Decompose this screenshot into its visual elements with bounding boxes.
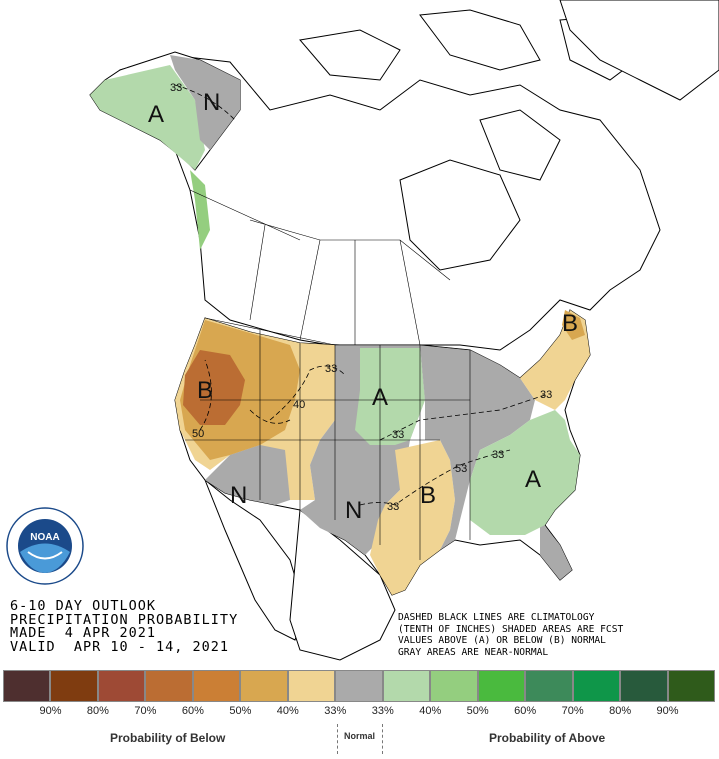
area-alaska-above [90, 65, 205, 170]
region-letter-northeast-below: B [562, 310, 578, 337]
legend-tick-label: 60% [181, 705, 204, 717]
legend-divider-right [382, 724, 383, 754]
legend-tick-label: 70% [561, 705, 584, 717]
notes-block: DASHED BLACK LINES ARE CLIMATOLOGY (TENT… [398, 612, 623, 658]
legend-swatch [145, 670, 193, 702]
title-line-1: 6-10 DAY OUTLOOK [10, 598, 157, 614]
contour-label: 53 [455, 463, 467, 475]
area-southeast-above [470, 410, 580, 535]
legend-tick-label: 33% [371, 705, 394, 717]
legend-below-label: Probability of Below [110, 731, 226, 745]
noaa-logo: NOAA [6, 507, 84, 585]
notes-line-1: DASHED BLACK LINES ARE CLIMATOLOGY [398, 612, 595, 623]
legend-normal-label: Normal [344, 731, 376, 741]
legend-swatch [667, 670, 716, 702]
legend-ticks: 90% 80% 70% 60% 50% 40% 33% 33% 40% 50% 60% 70% 80% 9… [3, 705, 715, 721]
legend-tick-label: 50% [466, 705, 489, 717]
legend-swatch [525, 670, 573, 702]
legend-swatch [3, 670, 51, 702]
boundaries [185, 189, 471, 560]
contour-label: 33 [387, 501, 399, 513]
legend-tick-label: 40% [419, 705, 442, 717]
area-southwest-normal [205, 445, 290, 505]
legend-tick-label: 40% [276, 705, 299, 717]
legend-swatch [192, 670, 241, 702]
legend-tick-label: 33% [324, 705, 347, 717]
region-letter-midwest-above: A [372, 384, 388, 411]
legend-swatch [287, 670, 336, 702]
outlook-map: 33 50 40 33 33 33 53 33 33 A N B N N A B… [6, 0, 719, 661]
contour-label: 33 [492, 449, 504, 461]
region-letters: A N B N N A B A B [148, 89, 578, 524]
legend-swatch [240, 670, 288, 702]
contour-label: 33 [392, 429, 404, 441]
legend-swatch [50, 670, 98, 702]
legend-divider-left [337, 724, 338, 754]
region-letter-alaska-normal: N [203, 89, 220, 116]
legend-tick-label: 80% [609, 705, 632, 717]
contour-labels: 33 50 40 33 33 33 53 33 33 [170, 82, 552, 513]
region-letter-west-below: B [197, 377, 213, 404]
shaded-forecast [90, 55, 590, 595]
area-midwest-above [355, 348, 425, 445]
region-letter-plains-normal: N [345, 497, 362, 524]
notes-line-2: (TENTH OF INCHES) SHADED AREAS ARE FCST [398, 623, 624, 635]
legend-above-label: Probability of Above [489, 731, 606, 745]
legend-tick-label: 80% [86, 705, 109, 717]
legend-swatch [572, 670, 621, 702]
title-line-4: VALID APR 10 - 14, 2021 [10, 638, 230, 655]
area-alaska-normal [170, 55, 240, 150]
legend-color-bar [3, 670, 716, 702]
noaa-logo-text: NOAA [30, 532, 59, 543]
legend-tick-label: 90% [39, 705, 62, 717]
notes-line-4: GRAY AREAS ARE NEAR-NORMAL [398, 646, 549, 658]
contour-label: 33 [325, 363, 337, 375]
legend-swatch [335, 670, 383, 702]
region-letter-south-below: B [420, 482, 436, 509]
legend-swatch [477, 670, 526, 702]
legend-tick-label: 90% [656, 705, 679, 717]
legend-swatch [620, 670, 668, 702]
legend-tick-label: 50% [229, 705, 252, 717]
legend-swatch [430, 670, 478, 702]
area-greatlakes-normal [420, 345, 535, 450]
legend-swatch [97, 670, 146, 702]
region-letter-alaska-above: A [148, 101, 164, 128]
title-line-2: PRECIPITATION PROBABILITY [10, 611, 239, 628]
legend-tick-label: 60% [514, 705, 537, 717]
area-south-below [370, 440, 455, 595]
contour-label: 33 [170, 82, 182, 94]
contour-label: 40 [293, 399, 305, 411]
legend-tick-label: 70% [134, 705, 157, 717]
region-letter-southwest-normal: N [230, 482, 247, 509]
notes-line-3: VALUES ABOVE (A) OR BELOW (B) NORMAL [398, 635, 606, 646]
title-block: 6-10 DAY OUTLOOK PRECIPITATION PROBABILI… [10, 598, 239, 655]
legend-swatch [382, 670, 431, 702]
title-line-3: MADE 4 APR 2021 [10, 625, 157, 641]
climatology-contours [174, 84, 546, 506]
region-letter-southeast-above: A [525, 466, 541, 493]
contour-label: 33 [540, 389, 552, 401]
area-west-below50 [183, 350, 245, 425]
contour-label: 50 [192, 428, 204, 440]
